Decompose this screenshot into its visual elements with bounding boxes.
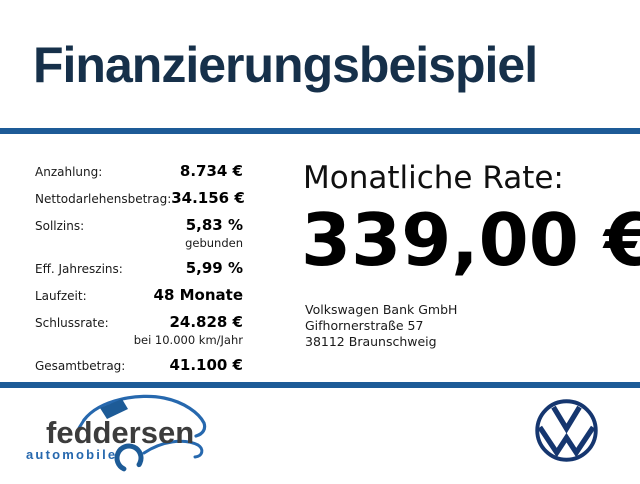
row-value: 8.734 €: [179, 162, 243, 180]
table-row: Schlussrate: 24.828 €: [35, 313, 243, 331]
row-label: Gesamtbetrag:: [35, 359, 126, 373]
table-row: Eff. Jahreszins: 5,99 %: [35, 259, 243, 277]
volkswagen-logo-icon: [534, 398, 599, 463]
top-divider-rule: [0, 128, 640, 134]
row-value: 41.100 €: [169, 356, 243, 374]
row-value: 48 Monate: [153, 286, 243, 304]
bank-address-line: Gifhornerstraße 57: [305, 318, 424, 333]
monthly-rate-value: 339,00 €: [301, 198, 640, 282]
row-value: 5,83 %: [185, 216, 243, 234]
bank-address-line: Volkswagen Bank GmbH: [305, 302, 458, 317]
table-row: Sollzins: 5,83 %: [35, 216, 243, 234]
dealer-logo: feddersen automobile: [22, 390, 232, 480]
row-label: Sollzins:: [35, 219, 85, 233]
monthly-rate-label: Monatliche Rate:: [303, 160, 564, 196]
row-label: Anzahlung:: [35, 165, 103, 179]
row-value: 24.828 €: [169, 313, 243, 331]
row-label: Schlussrate:: [35, 316, 109, 330]
table-row: Laufzeit: 48 Monate: [35, 286, 243, 304]
table-row: Gesamtbetrag: 41.100 €: [35, 356, 243, 374]
row-note: bei 10.000 km/Jahr: [133, 333, 243, 347]
page-title: Finanzierungsbeispiel: [33, 37, 538, 93]
row-value: 34.156 €: [171, 189, 245, 207]
dealer-name-text: feddersen: [46, 415, 194, 450]
dealer-subtitle-text: automobile: [26, 447, 117, 462]
row-label: Nettodarlehensbetrag:: [35, 192, 172, 206]
row-note: gebunden: [185, 236, 243, 250]
bank-address: Volkswagen Bank GmbH Gifhornerstraße 57 …: [305, 302, 457, 350]
bank-address-line: 38112 Braunschweig: [305, 334, 437, 349]
row-label: Eff. Jahreszins:: [35, 262, 123, 276]
row-label: Laufzeit:: [35, 289, 87, 303]
bottom-divider-rule: [0, 382, 640, 388]
table-row: Anzahlung: 8.734 €: [35, 162, 243, 180]
row-value: 5,99 %: [185, 259, 243, 277]
finance-table: Anzahlung: 8.734 € Nettodarlehensbetrag:…: [35, 162, 245, 383]
table-row: Nettodarlehensbetrag: 34.156 €: [35, 189, 245, 207]
car-sketch-icon: feddersen automobile: [26, 394, 207, 473]
